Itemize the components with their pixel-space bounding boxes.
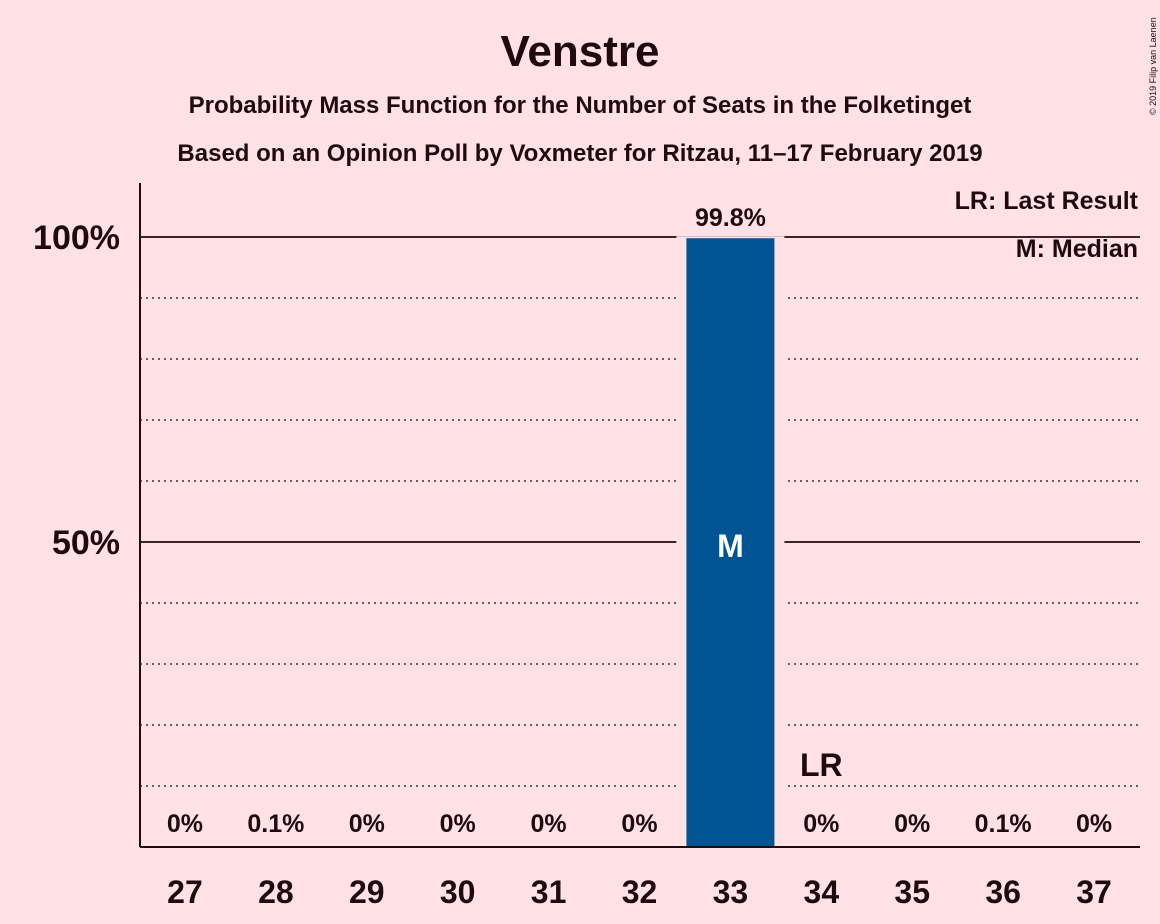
- chart-subtitle: Probability Mass Function for the Number…: [189, 92, 972, 119]
- bars: [676, 236, 785, 848]
- x-tick-label: 27: [167, 874, 203, 910]
- data-label: 0%: [531, 810, 567, 838]
- x-tick-label: 36: [985, 874, 1021, 910]
- x-tick-label: 29: [349, 874, 385, 910]
- data-label: 99.8%: [695, 204, 766, 232]
- data-label: 0%: [167, 810, 203, 838]
- legend-last-result: LR: Last Result: [955, 187, 1139, 215]
- last-result-marker: LR: [800, 747, 843, 783]
- x-tick-label: 37: [1076, 874, 1112, 910]
- data-label: 0.1%: [975, 810, 1032, 838]
- x-tick-label: 31: [531, 874, 567, 910]
- bar: [686, 238, 775, 848]
- chart-subtitle-source: Based on an Opinion Poll by Voxmeter for…: [177, 140, 982, 167]
- x-tick-label: 30: [440, 874, 476, 910]
- data-label: 0%: [440, 810, 476, 838]
- x-tick-label: 35: [894, 874, 930, 910]
- x-tick-label: 32: [622, 874, 658, 910]
- data-labels: 0% 27 0.1% 28 0% 29 0% 30 0% 31 0% 32 99.8% M 33 0% LR 34…: [167, 204, 1112, 910]
- chart-title: Venstre: [501, 27, 660, 76]
- y-tick-label: 100%: [33, 219, 120, 257]
- data-label: 0%: [1076, 810, 1112, 838]
- data-label: 0.1%: [247, 810, 304, 838]
- axes: [139, 183, 1140, 848]
- x-tick-label: 28: [258, 874, 294, 910]
- x-tick-label: 34: [804, 874, 840, 910]
- data-label: 0%: [349, 810, 385, 838]
- data-label: 0%: [803, 810, 839, 838]
- median-marker: M: [717, 528, 744, 564]
- data-label: 0%: [894, 810, 930, 838]
- gridlines: 50% 100%: [33, 219, 1140, 787]
- copyright-note: © 2019 Filip van Laenen: [1148, 17, 1158, 115]
- x-tick-label: 33: [713, 874, 749, 910]
- y-tick-label: 50%: [52, 524, 120, 562]
- data-label: 0%: [621, 810, 657, 838]
- legend-median: M: Median: [1016, 235, 1138, 263]
